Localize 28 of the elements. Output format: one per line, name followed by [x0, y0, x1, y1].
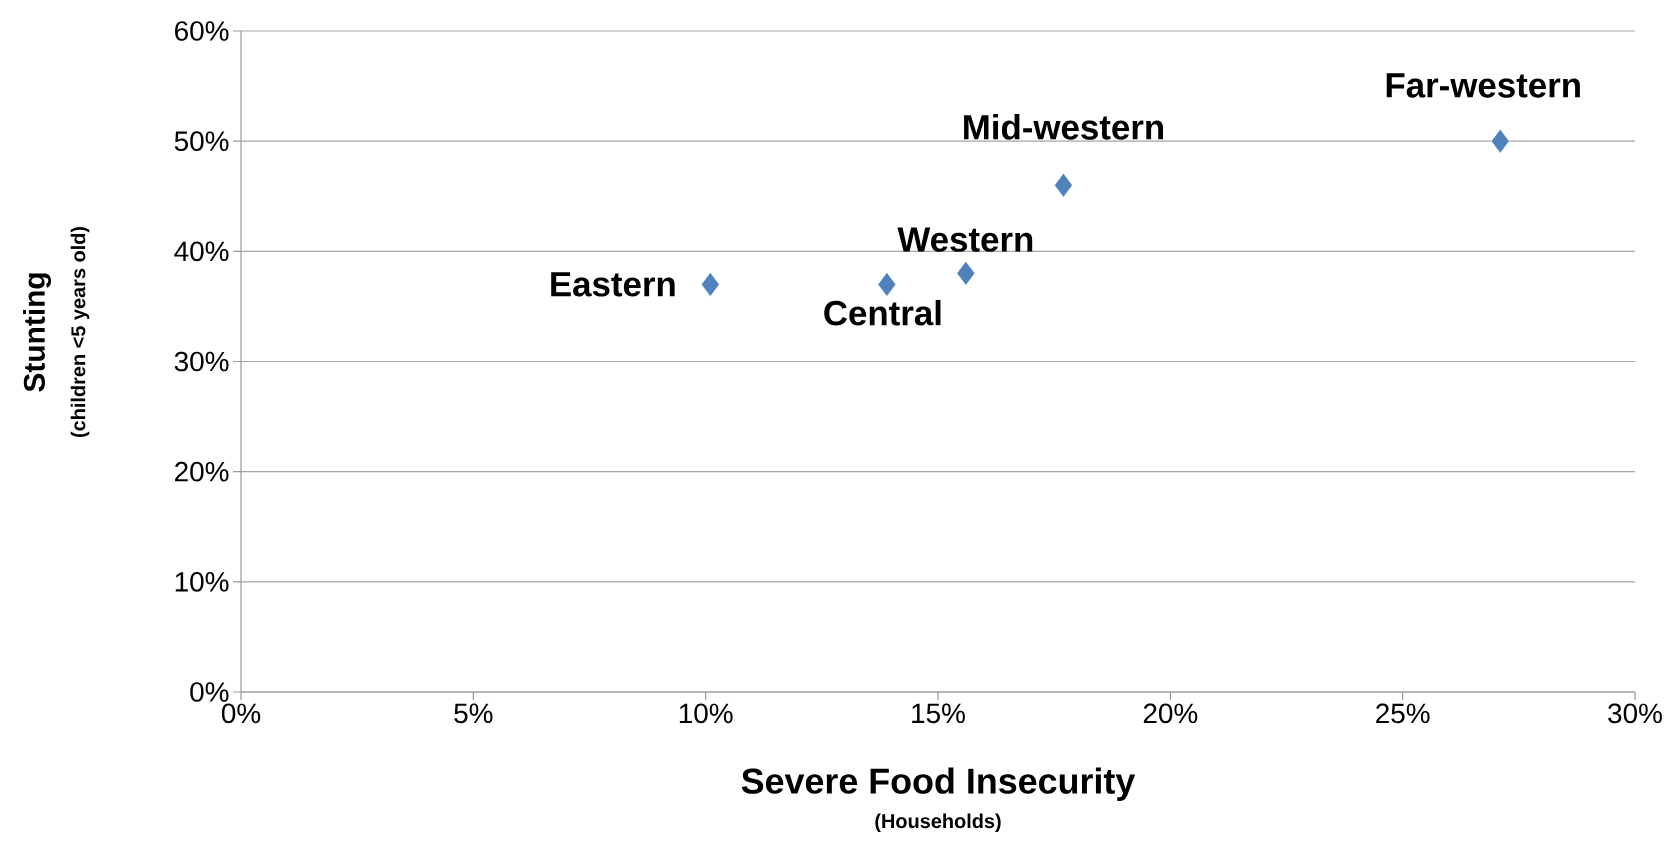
x-axis-title: Severe Food Insecurity	[741, 767, 1136, 801]
point	[701, 272, 720, 297]
y-tick-label: 0%	[190, 682, 229, 702]
point	[1054, 172, 1073, 198]
annotation: Central	[824, 299, 941, 326]
x-tick-label: 30%	[1608, 703, 1662, 724]
point	[877, 272, 897, 297]
point	[1490, 128, 1510, 154]
y-tick-label: 50%	[174, 131, 229, 152]
x-tick-label: 20%	[1143, 703, 1198, 724]
point	[956, 261, 976, 286]
annotation: Mid-western	[964, 114, 1163, 140]
x-tick-label: 15%	[912, 703, 965, 724]
annotation: Western	[897, 227, 1033, 252]
x-tick-label: 10%	[679, 703, 733, 724]
text: (children <5 years old)	[70, 226, 90, 438]
x-tick-label: 5%	[454, 703, 493, 724]
y-tick-label: 40%	[174, 241, 229, 262]
y-axis-title: Stunting	[23, 273, 51, 392]
y-tick-label: 60%	[175, 21, 229, 41]
text: (Households)	[875, 813, 1001, 833]
y-tick-label: 20%	[175, 461, 229, 482]
x-tick-label: 25%	[1376, 703, 1430, 724]
annotation: Far-western	[1386, 73, 1580, 98]
x-tick-label: 0%	[221, 703, 261, 724]
y-tick-label: 10%	[175, 571, 229, 592]
y-tick-label: 30%	[174, 351, 229, 372]
annotation: Eastern	[551, 272, 675, 297]
